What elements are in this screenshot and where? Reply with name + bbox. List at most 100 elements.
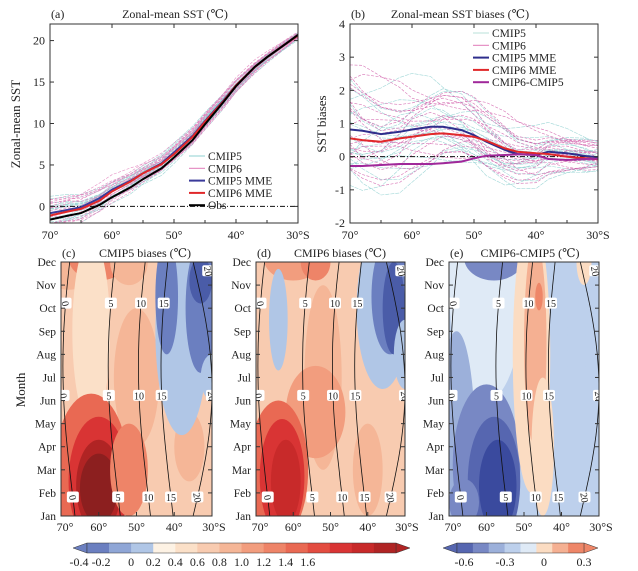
y-tick-label: Nov bbox=[424, 280, 444, 292]
y-tick-label: Oct bbox=[427, 303, 444, 315]
y-tick-label: Dec bbox=[232, 257, 251, 269]
y-tick-label: Aug bbox=[36, 349, 56, 361]
contour-label-bg bbox=[398, 389, 405, 401]
ensemble-line-cmip6 bbox=[350, 75, 598, 145]
colorbar-swatch bbox=[285, 543, 309, 553]
colorbar-tick-label: 1.4 bbox=[278, 555, 293, 569]
heatmap-cell bbox=[576, 262, 592, 286]
contour-label-bg bbox=[358, 491, 371, 503]
contour-label: 20 bbox=[588, 266, 601, 278]
colorbar-tick-label: 1.2 bbox=[256, 555, 271, 569]
y-tick-label: Aug bbox=[231, 349, 251, 361]
y-tick-label: Jun bbox=[235, 396, 251, 408]
colorbar-tick-label: -0.2 bbox=[92, 555, 111, 569]
heatmap-cell bbox=[393, 319, 405, 389]
x-tick-label: 40° bbox=[528, 228, 545, 242]
contour-label: 5 bbox=[496, 299, 501, 310]
colorbar-swatch bbox=[153, 543, 176, 553]
panel-c-ylabel: Month bbox=[13, 372, 28, 407]
panel-e-axes: 70° 60° 50° 40° 30°S Jan Feb Mar Apr May Jun Jul Aug… bbox=[423, 257, 613, 534]
contour-line bbox=[386, 262, 405, 516]
y-tick-label: Apr bbox=[233, 442, 251, 454]
contour-label-bg bbox=[520, 389, 533, 401]
y-tick-label: Sep bbox=[427, 326, 445, 338]
contour-label-bg bbox=[297, 389, 310, 401]
contour-label-bg bbox=[336, 491, 349, 503]
x-tick-label: 70° bbox=[57, 520, 74, 534]
y-tick-label: Apr bbox=[38, 442, 56, 454]
contour-label: 15 bbox=[350, 391, 360, 402]
panel-c-title: CMIP5 biases (℃) bbox=[99, 246, 191, 260]
colorbar-extension-high bbox=[583, 542, 599, 554]
contour-label-bg bbox=[592, 389, 599, 401]
contour-label: 5 bbox=[310, 493, 315, 504]
y-tick-label: Nov bbox=[231, 280, 251, 292]
legend-entry: CMIP6 MME bbox=[208, 188, 272, 200]
contour-label-bg bbox=[454, 491, 467, 503]
contour-label: 15 bbox=[544, 391, 554, 402]
colorbar-swatch bbox=[472, 543, 490, 553]
heatmap-cell bbox=[72, 262, 111, 424]
x-tick-label: 60° bbox=[104, 228, 121, 242]
contour-label: 0 bbox=[59, 300, 71, 307]
ensemble-line-cmip6 bbox=[350, 87, 598, 146]
panel-d-title: CMIP6 biases (℃) bbox=[294, 246, 386, 260]
colorbar-swatch bbox=[307, 543, 331, 553]
contour-label: 20 bbox=[201, 266, 214, 278]
contour-label: 15 bbox=[546, 299, 556, 310]
ensemble-line-cmip5 bbox=[350, 159, 598, 176]
ensemble-line-cmip5 bbox=[350, 99, 598, 154]
y-tick-label: Sep bbox=[234, 326, 252, 338]
ensemble-line-cmip6 bbox=[50, 31, 298, 200]
y-tick-label: Mar bbox=[232, 465, 251, 477]
contour-label-bg bbox=[543, 389, 556, 401]
contour-label: 5 bbox=[303, 299, 308, 310]
series-line-cmip6-mme bbox=[350, 132, 598, 161]
panel-d-label: (d) bbox=[257, 246, 271, 260]
legend-entry: CMIP6-CMIP5 bbox=[492, 77, 564, 89]
legend-entry: Obs bbox=[208, 200, 227, 212]
contour-label-bg bbox=[165, 491, 178, 503]
contour-label-bg bbox=[202, 265, 212, 277]
y-tick-label: May bbox=[230, 419, 251, 431]
x-tick-label: 70° bbox=[252, 520, 269, 534]
y-tick-label: 5 bbox=[39, 158, 45, 172]
y-tick-label: 0 bbox=[39, 199, 45, 213]
contour-label-bg bbox=[61, 389, 70, 401]
contour-label-bg bbox=[328, 297, 341, 309]
panel-a: (a) Zonal-mean SST (℃) Zonal-mean SST 70… bbox=[8, 7, 310, 242]
contour-label: 0 bbox=[252, 393, 264, 400]
y-tick-label: Mar bbox=[425, 465, 444, 477]
contour-label: 0 bbox=[261, 494, 273, 501]
x-tick-label: 40° bbox=[359, 520, 376, 534]
ensemble-line-cmip6 bbox=[350, 135, 598, 175]
ensemble-line-cmip5 bbox=[350, 122, 598, 158]
colorbar-swatch bbox=[241, 543, 264, 553]
contour-label-bg bbox=[492, 297, 505, 309]
y-tick-label: Jan bbox=[41, 511, 57, 523]
contour-label-bg bbox=[326, 389, 339, 401]
contour-label: 15 bbox=[157, 391, 167, 402]
colorbar-swatch bbox=[109, 543, 132, 553]
ensemble-line-cmip6 bbox=[56, 37, 298, 223]
panel-e-plot-area: 0 0 0 5 5 5 10 10 10 15 15 15 20 20 20 bbox=[449, 262, 601, 516]
contour-label-bg bbox=[589, 265, 599, 277]
contour-label: 10 bbox=[337, 493, 347, 504]
x-tick-label: 70° bbox=[445, 520, 462, 534]
x-tick-label: 60° bbox=[478, 520, 495, 534]
contour-label-bg bbox=[155, 389, 168, 401]
panel-c: (c) CMIP5 biases (℃) Month 0 0 0 5 5 5 10 10 10 1… bbox=[13, 246, 226, 534]
ensemble-line-cmip5 bbox=[50, 32, 298, 204]
panel-b: (b) Zonal-mean SST biases (℃) SST biases… bbox=[314, 7, 610, 242]
panel-d-plot-area: 0 0 0 5 5 5 10 10 10 15 15 15 20 20 20 bbox=[252, 262, 407, 516]
legend-entry: CMIP5 MME bbox=[492, 53, 556, 65]
heatmap-cell bbox=[270, 439, 301, 516]
ensemble-line-cmip6 bbox=[50, 33, 298, 201]
contour-label-bg bbox=[299, 297, 312, 309]
contour-label-bg bbox=[142, 491, 155, 503]
contour-label: 20 bbox=[394, 266, 407, 278]
y-tick-label: Jun bbox=[428, 396, 444, 408]
panel-a-title: Zonal-mean SST (℃) bbox=[122, 7, 228, 21]
